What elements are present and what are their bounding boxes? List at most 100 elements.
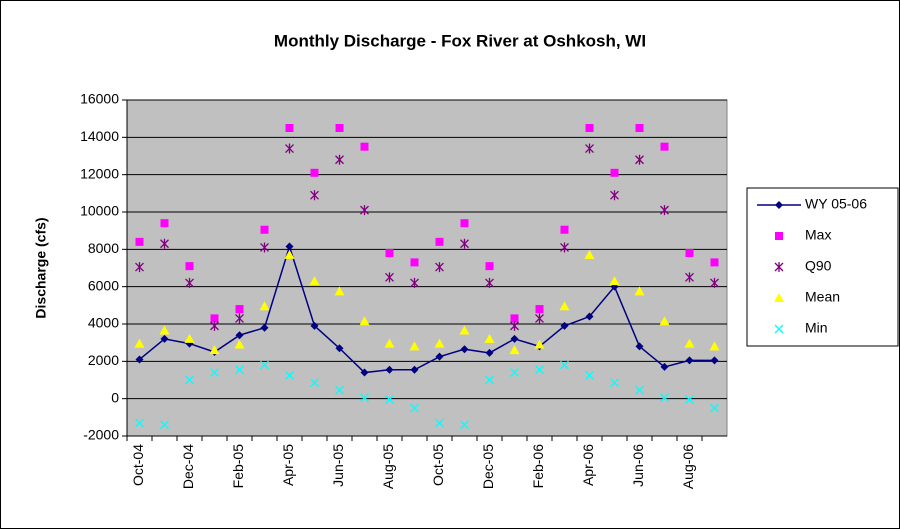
- data-point: [659, 316, 670, 326]
- data-point: [610, 378, 619, 388]
- data-point: [185, 375, 194, 385]
- plot-area: [126, 99, 728, 437]
- data-point: [360, 393, 369, 403]
- data-point: [710, 277, 719, 288]
- legend-label: Mean: [805, 289, 840, 305]
- x-tick-label: Feb-06: [530, 444, 546, 489]
- data-point: [559, 301, 570, 311]
- data-point: [685, 272, 694, 283]
- data-point: [135, 418, 144, 428]
- data-point: [460, 238, 469, 249]
- data-point: [585, 143, 594, 154]
- data-point: [285, 124, 294, 132]
- data-point: [634, 286, 645, 296]
- chart-title: Monthly Discharge - Fox River at Oshkosh…: [274, 31, 646, 50]
- data-point: [160, 334, 169, 343]
- data-point: [485, 375, 494, 385]
- data-point: [285, 143, 294, 154]
- legend-symbol: [774, 262, 784, 272]
- data-point: [185, 262, 194, 271]
- data-point: [310, 190, 319, 201]
- data-point: [560, 225, 569, 234]
- data-point: [160, 238, 169, 249]
- data-point: [660, 142, 669, 151]
- data-point: [210, 314, 219, 323]
- data-point: [260, 225, 269, 234]
- x-tick-label: Apr-06: [580, 444, 596, 486]
- data-point: [635, 124, 644, 132]
- data-point: [510, 368, 519, 377]
- data-point: [410, 277, 419, 288]
- legend-marker: [774, 293, 784, 302]
- data-point: [635, 342, 644, 351]
- data-point: [210, 320, 219, 331]
- x-tick-label: Oct-05: [430, 444, 446, 486]
- y-axis-title: Discharge (cfs): [33, 217, 49, 318]
- data-point: [334, 286, 345, 296]
- y-tick-label: 6000: [88, 277, 119, 293]
- data-point: [685, 395, 694, 405]
- data-point: [235, 331, 244, 340]
- x-tick-label: Dec-05: [480, 444, 496, 489]
- data-point: [560, 360, 569, 370]
- data-point: [135, 237, 144, 246]
- data-point: [284, 249, 295, 259]
- data-point: [160, 219, 169, 228]
- data-point: [335, 385, 344, 395]
- data-point: [510, 314, 519, 323]
- legend-marker: [775, 232, 783, 240]
- data-point: [309, 276, 320, 286]
- data-point: [260, 242, 269, 253]
- data-point: [460, 420, 469, 430]
- legend-symbol: [775, 232, 783, 240]
- legend-marker: [774, 324, 784, 334]
- data-point: [460, 219, 469, 228]
- data-point: [360, 205, 369, 216]
- data-point: [259, 301, 270, 311]
- data-point: [435, 418, 444, 428]
- data-point: [385, 249, 394, 258]
- data-point: [210, 368, 219, 377]
- data-point: [410, 403, 419, 413]
- data-point: [685, 356, 694, 365]
- data-point: [660, 362, 669, 371]
- y-tick-label: 10000: [80, 203, 119, 219]
- data-point: [335, 344, 344, 353]
- data-point: [285, 242, 294, 251]
- x-tick-label: Feb-05: [230, 444, 246, 489]
- data-point: [310, 168, 319, 177]
- x-tick-label: Oct-04: [130, 444, 146, 486]
- data-point: [534, 339, 545, 349]
- data-point: [360, 368, 369, 377]
- data-point: [184, 333, 195, 343]
- series-line: [139, 244, 715, 374]
- data-point: [410, 258, 419, 267]
- data-point: [485, 262, 494, 271]
- y-tick-label: 8000: [88, 240, 119, 256]
- data-point: [235, 313, 244, 324]
- x-tick-label: Dec-04: [180, 444, 196, 489]
- data-point: [359, 316, 370, 326]
- data-point: [235, 305, 244, 314]
- data-point: [160, 420, 169, 430]
- data-point: [560, 242, 569, 253]
- legend-label: WY 05-06: [805, 196, 867, 212]
- y-tick-label: -2000: [83, 427, 119, 443]
- data-point: [335, 154, 344, 165]
- data-point: [385, 365, 394, 374]
- legend-marker: [774, 262, 784, 272]
- data-point: [209, 345, 220, 355]
- data-point: [234, 339, 245, 349]
- y-tick-label: 2000: [88, 352, 119, 368]
- data-point: [435, 262, 444, 273]
- data-point: [335, 124, 344, 132]
- x-tick-label: Apr-05: [280, 444, 296, 486]
- data-point: [610, 168, 619, 177]
- x-tick-label: Aug-06: [680, 444, 696, 489]
- legend-label: Min: [805, 320, 828, 336]
- legend-symbol: [774, 324, 784, 334]
- y-tick-label: 4000: [88, 315, 119, 331]
- data-point: [409, 341, 420, 351]
- data-point: [134, 338, 145, 348]
- data-point: [360, 142, 369, 151]
